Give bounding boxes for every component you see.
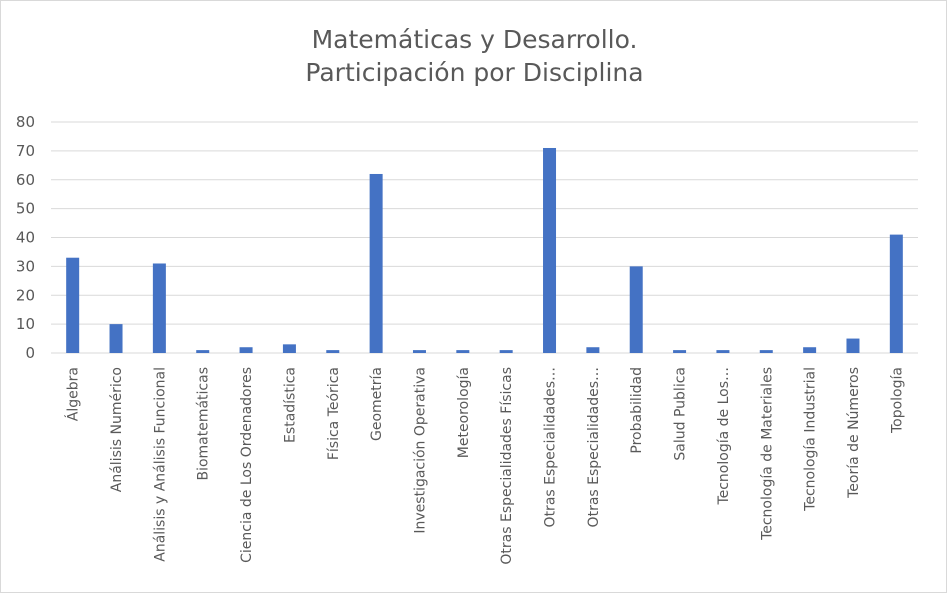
x-tick-label: Teoría de Números — [846, 367, 862, 499]
bar — [152, 263, 166, 353]
bar — [109, 324, 123, 353]
x-tick-label: Meteorología — [456, 367, 472, 458]
x-tick-label: Estadística — [282, 367, 298, 443]
bar — [586, 347, 600, 353]
x-tick-label: Álgebra — [65, 367, 82, 421]
bar — [282, 344, 296, 353]
x-tick-label: Investigación Operativa — [412, 367, 428, 534]
y-tick-label: 80 — [16, 113, 35, 131]
x-tick-label: Análisis Numérico — [109, 367, 125, 492]
x-tick-label: Otras Especialidades Físicas — [499, 367, 515, 565]
x-tick-label: Tecnología Industrial — [803, 367, 819, 512]
bar — [889, 234, 903, 353]
y-tick-label: 50 — [16, 200, 35, 218]
x-tick-label: Biomatemáticas — [196, 367, 212, 481]
bar — [412, 350, 426, 353]
bars — [66, 147, 903, 353]
y-tick-label: 60 — [16, 171, 35, 189]
bar — [369, 173, 383, 353]
bar — [66, 257, 80, 353]
bar — [499, 350, 513, 353]
y-tick-label: 0 — [25, 344, 35, 362]
y-tick-label: 10 — [16, 315, 35, 333]
chart-title: Matemáticas y Desarrollo. Participación … — [1, 23, 947, 89]
x-tick-label: Física Teórica — [326, 367, 342, 460]
bar — [759, 350, 773, 353]
x-tick-label: Tecnología de Materiales — [759, 367, 775, 541]
bar — [629, 266, 643, 353]
y-tick-label: 20 — [16, 286, 35, 304]
gridlines — [51, 121, 918, 354]
x-tick-label: Geometría — [369, 367, 385, 441]
bar — [239, 347, 253, 353]
chart-title-line-2: Participación por Disciplina — [305, 58, 644, 87]
x-tick-label: Salud Publica — [673, 367, 689, 461]
bar — [456, 350, 470, 353]
x-tick-label: Otras Especialidades… — [586, 367, 602, 527]
bar — [803, 347, 817, 353]
bar — [716, 350, 730, 353]
x-tick-label: Probabilidad — [629, 367, 645, 454]
bar — [326, 350, 340, 353]
y-axis-tick-labels: 0 10 20 30 40 50 60 70 80 — [16, 113, 35, 362]
bar — [543, 147, 557, 353]
y-tick-label: 70 — [16, 142, 35, 160]
bar — [196, 350, 210, 353]
x-tick-label: Otras Especialidades… — [543, 367, 559, 527]
x-tick-label: Tecnología de Los… — [716, 367, 732, 506]
x-tick-label: Topología — [889, 367, 905, 434]
bar — [846, 338, 860, 353]
x-tick-label: Ciencia de Los Ordenadores — [239, 367, 255, 563]
y-tick-label: 30 — [16, 257, 35, 275]
bar — [673, 350, 687, 353]
x-axis-tick-labels: Álgebra Análisis Numérico Análisis y Análi… — [65, 367, 906, 565]
x-tick-label: Análisis y Análisis Funcional — [152, 367, 168, 562]
y-tick-label: 40 — [16, 229, 35, 247]
chart-title-line-1: Matemáticas y Desarrollo. — [311, 25, 638, 54]
